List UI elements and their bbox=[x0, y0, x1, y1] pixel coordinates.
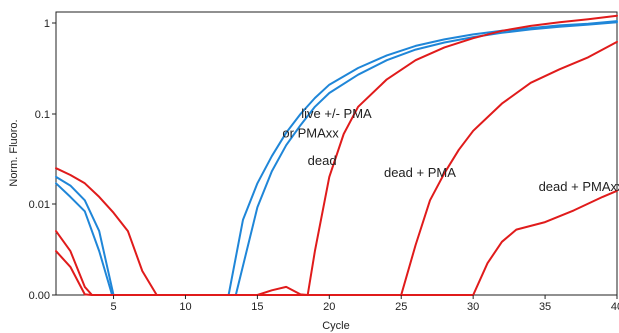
series-layer bbox=[55, 14, 618, 296]
x-tick-label: 25 bbox=[395, 301, 407, 313]
ticks-layer: 5 10 15 20 25 30 35 40 0.00 0.01 0.1 1 bbox=[29, 18, 619, 313]
series-line-dead-5 bbox=[55, 189, 618, 296]
y-tick-label: 0.00 bbox=[29, 290, 50, 302]
x-tick-label: 30 bbox=[467, 301, 479, 313]
x-tick-label: 35 bbox=[539, 301, 551, 313]
x-tick-label: 40 bbox=[611, 301, 619, 313]
y-axis-label: Norm. Fluoro. bbox=[8, 119, 20, 186]
x-tick-label: 10 bbox=[179, 301, 191, 313]
annotation-label: dead + PMA bbox=[384, 165, 456, 180]
annotation-label: dead + PMAxx bbox=[539, 179, 619, 194]
x-tick-label: 5 bbox=[110, 301, 116, 313]
y-tick-label: 0.1 bbox=[35, 109, 50, 121]
annotation-label: live +/- PMA bbox=[301, 106, 372, 121]
annotation-layer: live +/- PMA or PMAxx dead dead + PMA dead +… bbox=[282, 106, 619, 194]
series-line-live-2 bbox=[55, 21, 618, 296]
annotation-label: dead bbox=[308, 153, 337, 168]
series-line-dead-4 bbox=[55, 40, 618, 296]
y-tick-label: 1 bbox=[44, 18, 50, 30]
x-tick-label: 20 bbox=[323, 301, 335, 313]
x-axis-label: Cycle bbox=[322, 320, 350, 332]
annotation-label: or PMAxx bbox=[282, 125, 339, 140]
series-line-dead-3 bbox=[55, 14, 618, 296]
y-tick-label: 0.01 bbox=[29, 199, 50, 211]
x-tick-label: 15 bbox=[251, 301, 263, 313]
